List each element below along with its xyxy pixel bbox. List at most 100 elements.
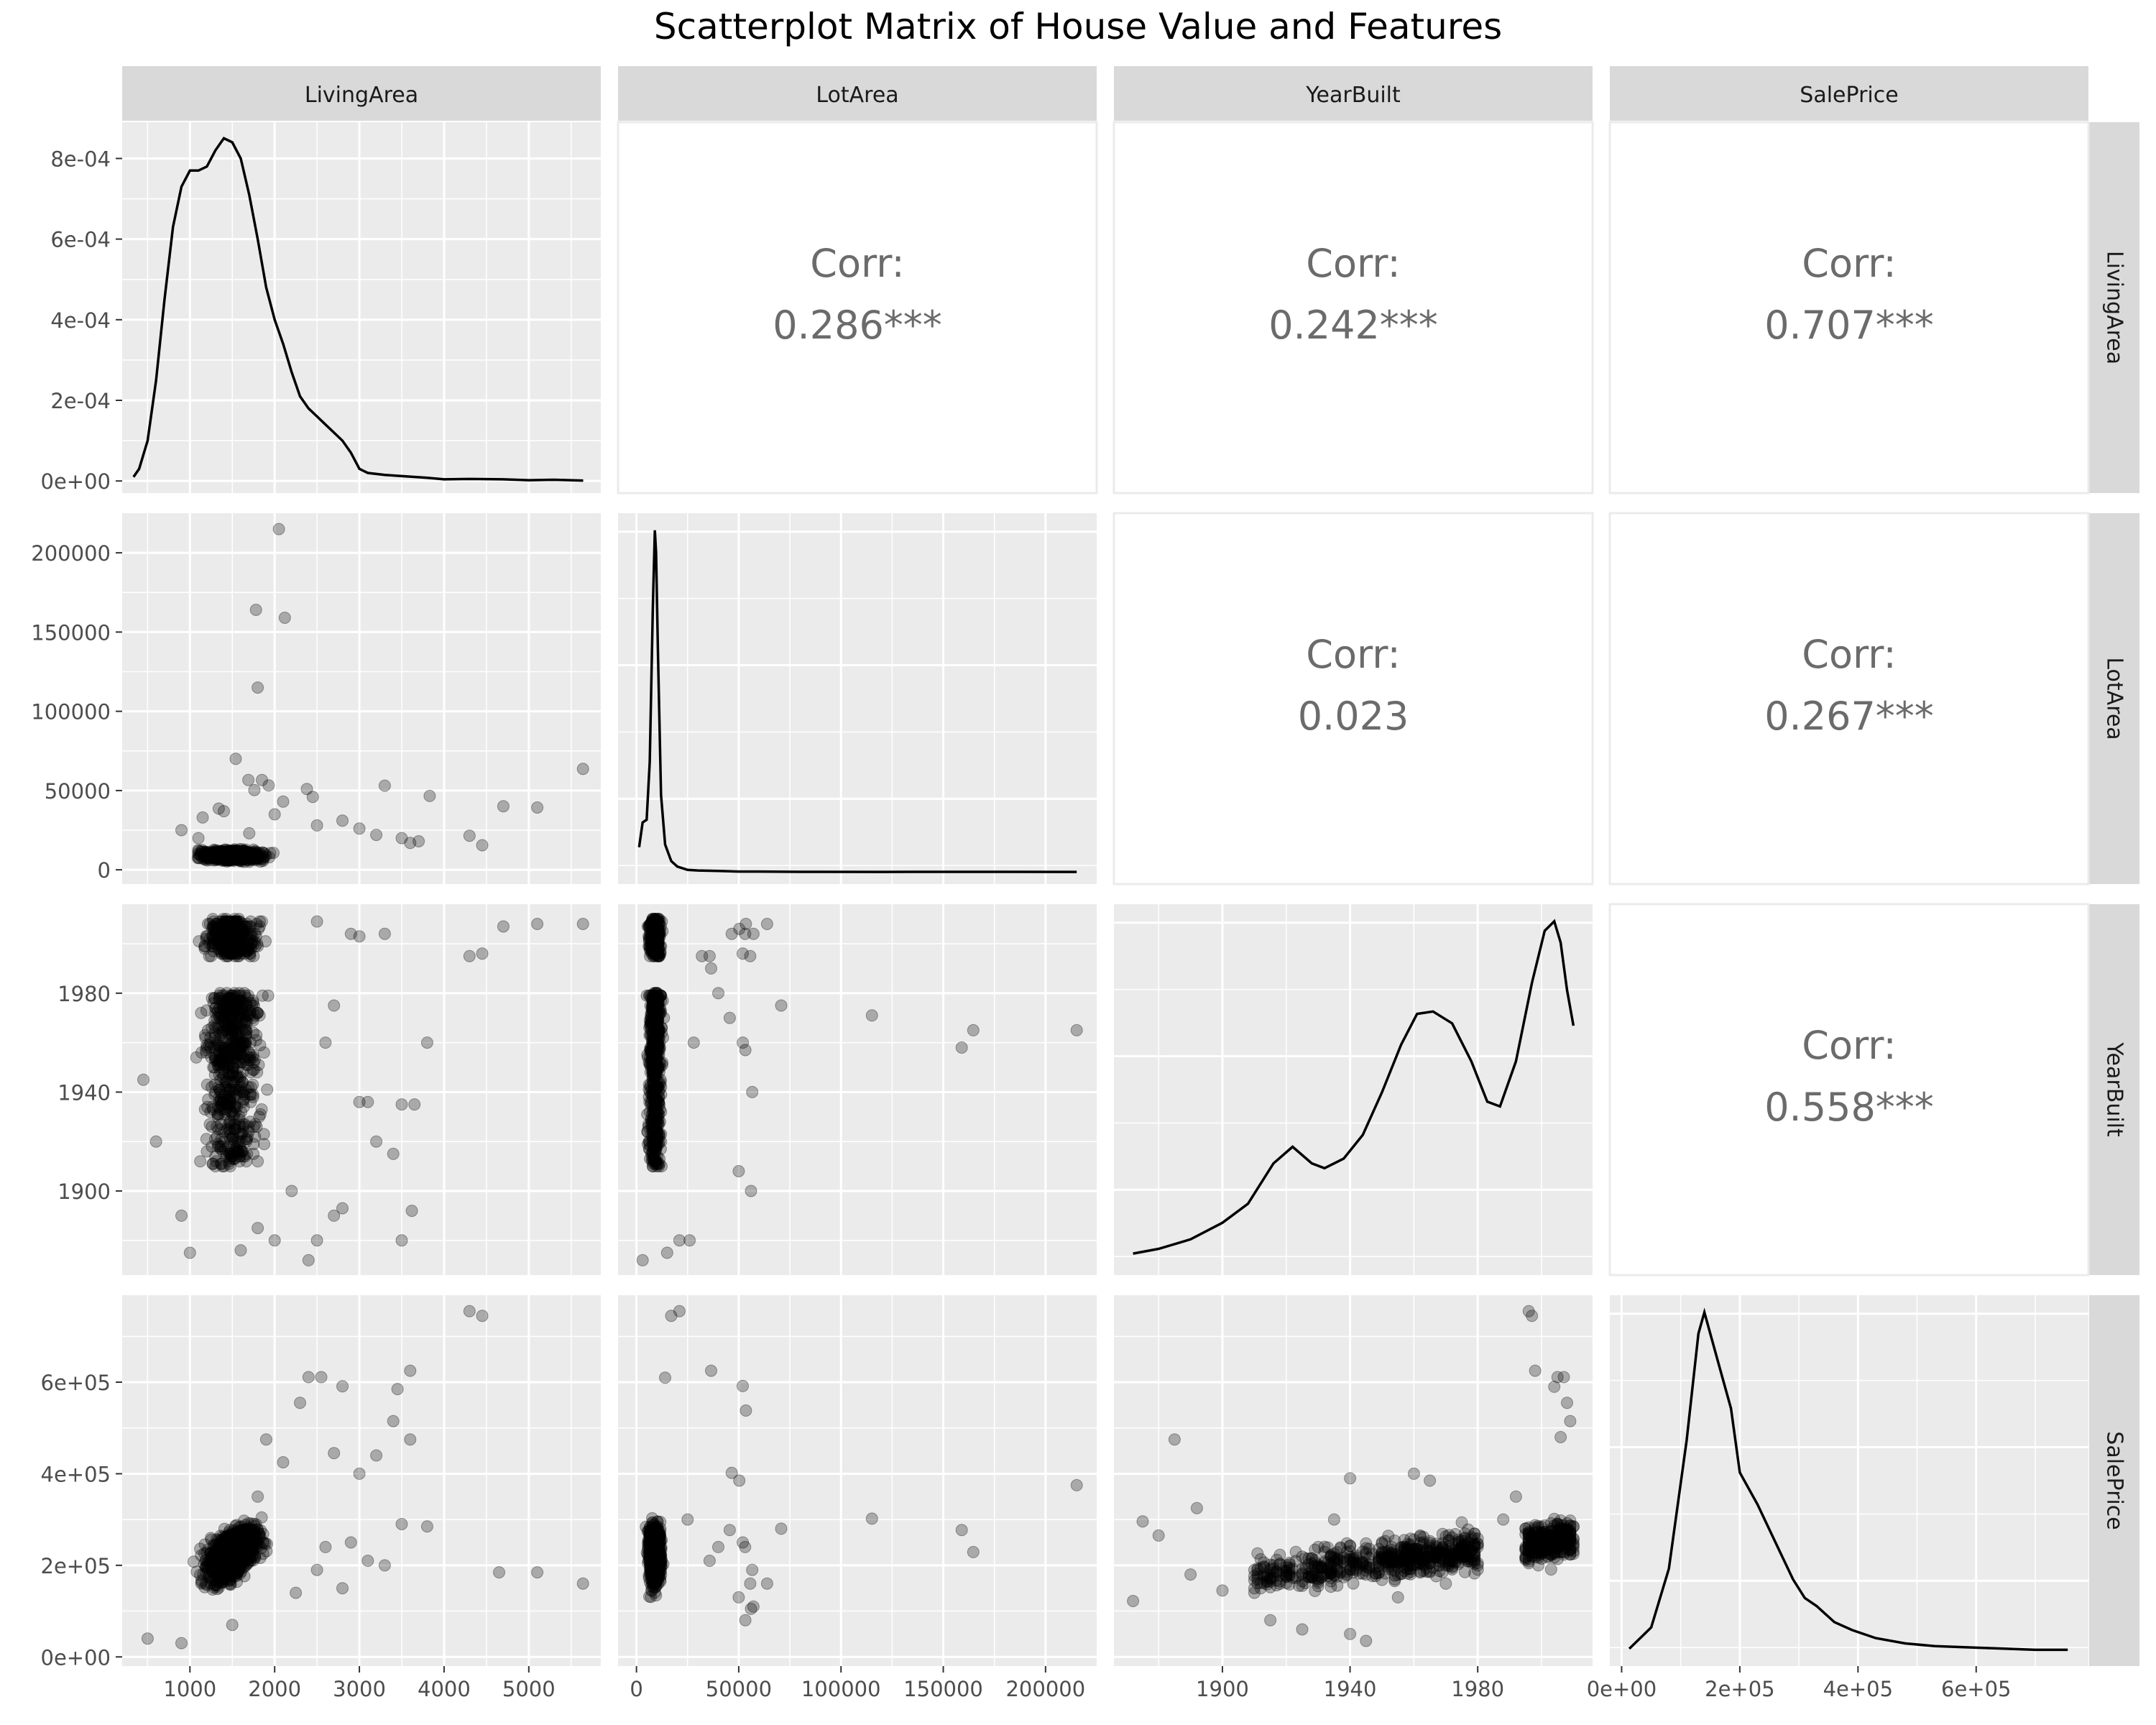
scatter-point [247,850,260,862]
scatter-point [245,851,258,864]
scatter-point [206,848,219,861]
scatter-point [1070,1478,1083,1491]
correlation-value: 0.558*** [1764,1085,1934,1130]
scatter-point [227,850,239,863]
scatter-point [207,851,220,864]
scatter-point [234,852,247,865]
scatter-point [234,848,247,861]
scatter-point [238,850,251,863]
scatter-point [217,852,230,865]
scatter-point [224,847,236,860]
scatter-point [231,845,244,858]
scatter-point [404,837,417,850]
scatter-point [211,852,224,865]
scatter-point [226,847,239,860]
panel-livingarea-saleprice: Corr:0.707*** [1608,121,2090,494]
scatter-point [236,852,248,865]
scatter-point [531,918,544,930]
scatter-point [220,847,233,860]
row-strip-label: LotArea [2102,657,2127,740]
scatter-point [227,846,239,859]
scatter-point [211,848,224,861]
scatter-point [233,1545,246,1558]
scatter-point [205,847,218,860]
scatter-point [228,850,241,862]
scatter-point [141,1632,154,1645]
scatter-point [225,851,238,864]
scatter-point [211,852,224,865]
scatter-point [370,1449,383,1462]
scatter-point [226,847,239,860]
scatter-point [207,937,220,950]
scatter-point [247,1088,259,1101]
scatter-point [648,987,660,1000]
scatter-point [254,847,267,860]
scatter-point [218,851,231,864]
scatter-point [221,851,234,863]
scatter-point [216,850,229,862]
scatter-point [211,852,224,865]
scatter-point [236,847,249,860]
scatter-point [192,832,205,845]
scatter-point [213,1541,226,1554]
scatter-point [213,850,226,863]
scatter-point [224,850,236,863]
scatter-point [218,847,231,860]
scatter-point [223,848,236,861]
scatter-point [221,845,234,858]
scatter-point [236,850,249,863]
scatter-point [229,845,242,857]
panel-background [618,1295,1097,1666]
scatter-point [370,829,383,842]
scatter-point [202,852,215,865]
panel-livingarea-yearbuilt: Corr:0.242*** [1112,121,1594,494]
scatter-point [226,849,239,862]
scatter-point [234,852,247,865]
panel-yearbuilt-livingarea [122,904,601,1275]
scatter-point [199,848,212,861]
scatter-point [221,847,234,860]
scatter-point [213,852,226,865]
scatter-point [967,1545,980,1558]
scatter-point [234,849,247,862]
scatter-point [705,1364,717,1377]
panel-background [618,904,1097,1275]
scatter-point [192,844,205,857]
scatter-point [233,847,246,860]
scatter-point [240,847,253,860]
scatter-point [241,850,254,863]
scatter-point [221,848,234,861]
scatter-point [236,847,249,860]
scatter-point [250,847,263,860]
scatter-point [224,854,237,866]
scatter-point [395,1234,408,1247]
scatter-point [229,753,242,765]
scatter-point [408,1098,421,1111]
scatter-point [208,1019,221,1032]
scatter-point [231,850,244,862]
scatter-point [208,844,221,857]
scatter-point [217,850,230,862]
scatter-point [241,849,254,862]
scatter-point [231,848,244,861]
scatter-point [232,847,245,860]
scatter-point [227,852,240,865]
scatter-point [241,851,254,864]
scatter-point [328,999,341,1012]
scatter-point [239,850,252,863]
scatter-point [217,850,230,863]
scatter-point [211,851,224,864]
scatter-point [233,845,246,858]
scatter-point [239,847,252,860]
scatter-point [221,848,234,861]
scatter-point [1070,1024,1083,1036]
scatter-point [247,849,259,862]
scatter-point [227,849,240,862]
scatter-point [239,847,252,860]
scatter-point [208,851,221,864]
scatter-point [226,846,239,859]
scatter-point [232,852,245,865]
scatter-point [217,846,230,859]
correlation-label: Corr: [1802,1023,1896,1068]
scatter-point [258,851,271,864]
